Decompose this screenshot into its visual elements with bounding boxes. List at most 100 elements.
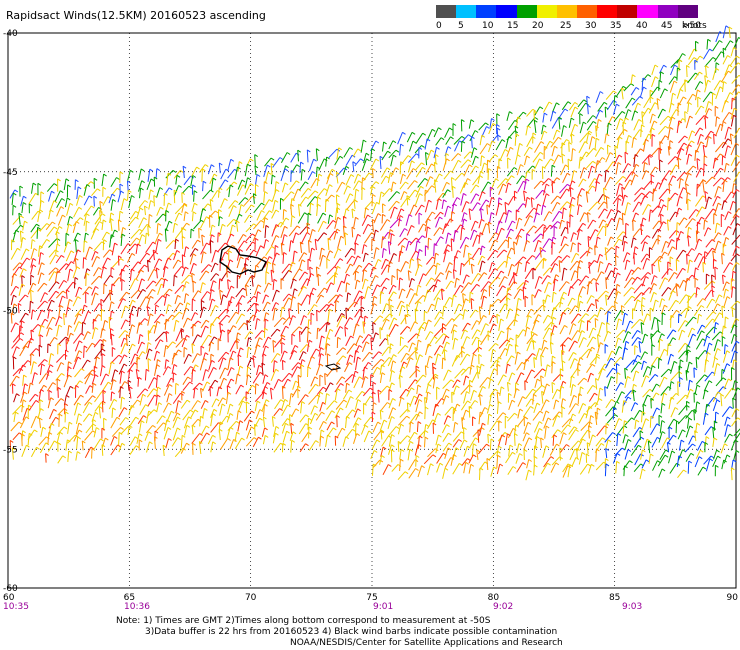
wind-barb-flag <box>401 288 406 292</box>
wind-barb <box>615 162 619 175</box>
wind-barb <box>262 435 266 445</box>
wind-barb <box>281 182 286 193</box>
wind-barb-flag <box>82 440 86 444</box>
wind-barb-flag <box>439 345 444 348</box>
wind-barb-flag <box>33 248 38 251</box>
wind-barb <box>630 237 634 248</box>
wind-barb <box>530 197 533 208</box>
wind-barb <box>36 227 39 239</box>
wind-barb-flag <box>528 315 532 319</box>
wind-barb-flag <box>275 425 280 429</box>
wind-barb <box>570 278 579 289</box>
wind-barb-flag <box>94 365 98 369</box>
wind-barb-flag <box>518 217 523 221</box>
wind-barb-flag <box>311 247 316 251</box>
wind-barb <box>361 278 366 290</box>
wind-barb <box>83 184 88 196</box>
wind-barb-flag <box>75 384 79 388</box>
wind-barb-flag <box>618 318 622 322</box>
wind-barb-flag <box>52 316 56 320</box>
wind-barb-flag <box>293 278 297 282</box>
wind-barb <box>234 437 243 449</box>
wind-barb <box>442 158 448 171</box>
wind-barb <box>229 439 235 450</box>
wind-barb-flag <box>190 366 194 369</box>
wind-barb <box>568 352 574 361</box>
wind-barb-flag <box>498 445 502 449</box>
wind-barb <box>408 468 416 479</box>
wind-barb <box>416 421 419 433</box>
wind-barb <box>579 121 584 134</box>
wind-barb <box>237 234 244 244</box>
wind-barb-flag <box>396 268 401 272</box>
wind-barb <box>630 87 637 96</box>
wind-barb <box>31 372 36 385</box>
wind-barb-flag <box>591 165 595 169</box>
wind-barb <box>460 141 463 152</box>
wind-barb <box>355 423 357 436</box>
wind-barb-flag <box>331 421 335 425</box>
wind-barb-flag <box>39 245 43 249</box>
wind-barb-flag <box>539 347 543 351</box>
wind-barb <box>324 303 332 312</box>
wind-barb <box>632 370 637 382</box>
wind-barb-flag <box>467 458 471 462</box>
wind-barb <box>245 374 249 386</box>
wind-barb-flag <box>154 435 158 439</box>
wind-barb <box>56 353 65 363</box>
wind-barb-flag <box>322 212 327 216</box>
wind-barb <box>469 292 471 303</box>
wind-barb-flag <box>507 381 511 385</box>
wind-barb-flag <box>192 211 197 215</box>
wind-barb <box>632 389 635 402</box>
wind-barb <box>22 340 30 350</box>
wind-barb <box>586 303 592 313</box>
wind-barb <box>387 191 398 202</box>
wind-barb <box>569 375 572 388</box>
wind-barb-flag <box>635 212 639 216</box>
wind-barb <box>488 450 498 461</box>
wind-barb <box>594 318 597 328</box>
wind-barb <box>254 344 258 355</box>
wind-barb-flag <box>627 449 632 452</box>
wind-barb-flag <box>450 136 454 140</box>
wind-barb-flag <box>373 303 378 306</box>
wind-barb-flag <box>638 361 642 365</box>
wind-barb-flag <box>507 287 512 291</box>
wind-barb-flag <box>430 463 434 467</box>
wind-barb <box>576 223 584 233</box>
wind-barb <box>172 393 181 404</box>
wind-barb <box>191 343 194 354</box>
wind-barb-flag <box>241 437 245 441</box>
wind-barb-flag <box>616 452 621 456</box>
wind-barb-flag <box>175 382 180 386</box>
wind-barb-flag <box>150 200 154 203</box>
wind-barb-flag <box>581 187 585 191</box>
wind-barb-flag <box>466 336 471 339</box>
wind-barb <box>587 219 594 230</box>
wind-barb <box>624 202 629 215</box>
wind-barb <box>406 402 409 413</box>
wind-barb <box>129 399 138 410</box>
wind-barb-flag <box>101 348 106 352</box>
wind-barb-flag <box>575 305 579 309</box>
wind-barb <box>479 135 483 146</box>
wind-barb-flag <box>143 217 147 221</box>
wind-barb <box>616 391 623 403</box>
wind-barb-flag <box>642 77 647 81</box>
wind-barb <box>45 453 47 463</box>
wind-barb <box>539 247 542 258</box>
wind-barb-flag <box>498 158 503 162</box>
wind-barb <box>526 117 536 128</box>
wind-barb <box>388 398 394 409</box>
wind-barb-flag <box>391 449 395 453</box>
wind-barb <box>526 333 535 345</box>
wind-barb-flag <box>489 285 493 289</box>
wind-barb <box>200 400 206 409</box>
wind-barb-flag <box>532 255 536 258</box>
wind-barb <box>444 205 449 217</box>
wind-barb <box>442 223 447 235</box>
wind-barb-flag <box>447 232 452 236</box>
wind-barb <box>327 214 331 224</box>
wind-barb <box>533 357 535 368</box>
